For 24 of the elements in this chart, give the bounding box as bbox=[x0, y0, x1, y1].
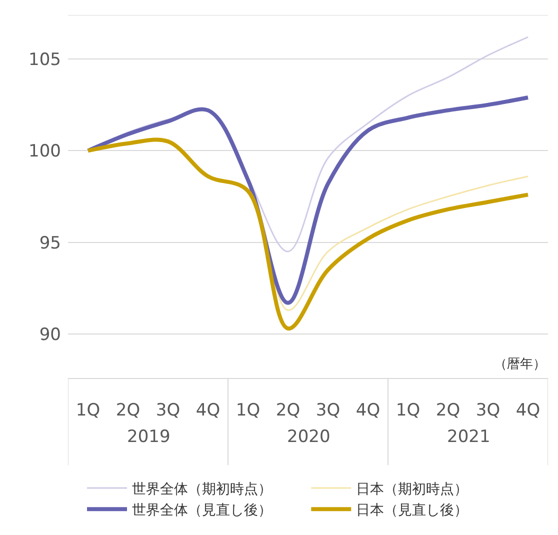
annotation: （暦年） bbox=[494, 357, 546, 372]
x-tick-label: 1Q bbox=[236, 400, 260, 420]
x-tick-label: 1Q bbox=[396, 400, 420, 420]
x-tick-label: 2Q bbox=[436, 400, 460, 420]
x-tick-label: 1Q bbox=[76, 400, 100, 420]
y-tick-label: 90 bbox=[39, 324, 61, 345]
x-tick-label: 2Q bbox=[276, 400, 300, 420]
y-tick-label: 95 bbox=[39, 233, 61, 254]
x-tick-label: 3Q bbox=[156, 400, 180, 420]
x-tick-label: 4Q bbox=[516, 400, 540, 420]
text: 2020 bbox=[287, 427, 330, 447]
y-tick-label: 100 bbox=[28, 142, 61, 162]
text: 2019 bbox=[127, 427, 170, 447]
x-tick-label: 3Q bbox=[476, 400, 500, 420]
legend-label: 世界全体（見直し後） bbox=[132, 502, 272, 519]
x-tick-label: 3Q bbox=[316, 400, 340, 420]
x-tick-label: 4Q bbox=[196, 400, 220, 420]
legend-label: 日本（期初時点） bbox=[356, 481, 468, 498]
x-tick-label: 2Q bbox=[116, 400, 140, 420]
legend-label: 世界全体（期初時点） bbox=[132, 481, 272, 498]
x-tick-label: 4Q bbox=[356, 400, 380, 420]
text: 2021 bbox=[447, 427, 490, 447]
y-tick-label: 105 bbox=[28, 50, 61, 70]
legend-label: 日本（見直し後） bbox=[356, 502, 468, 519]
